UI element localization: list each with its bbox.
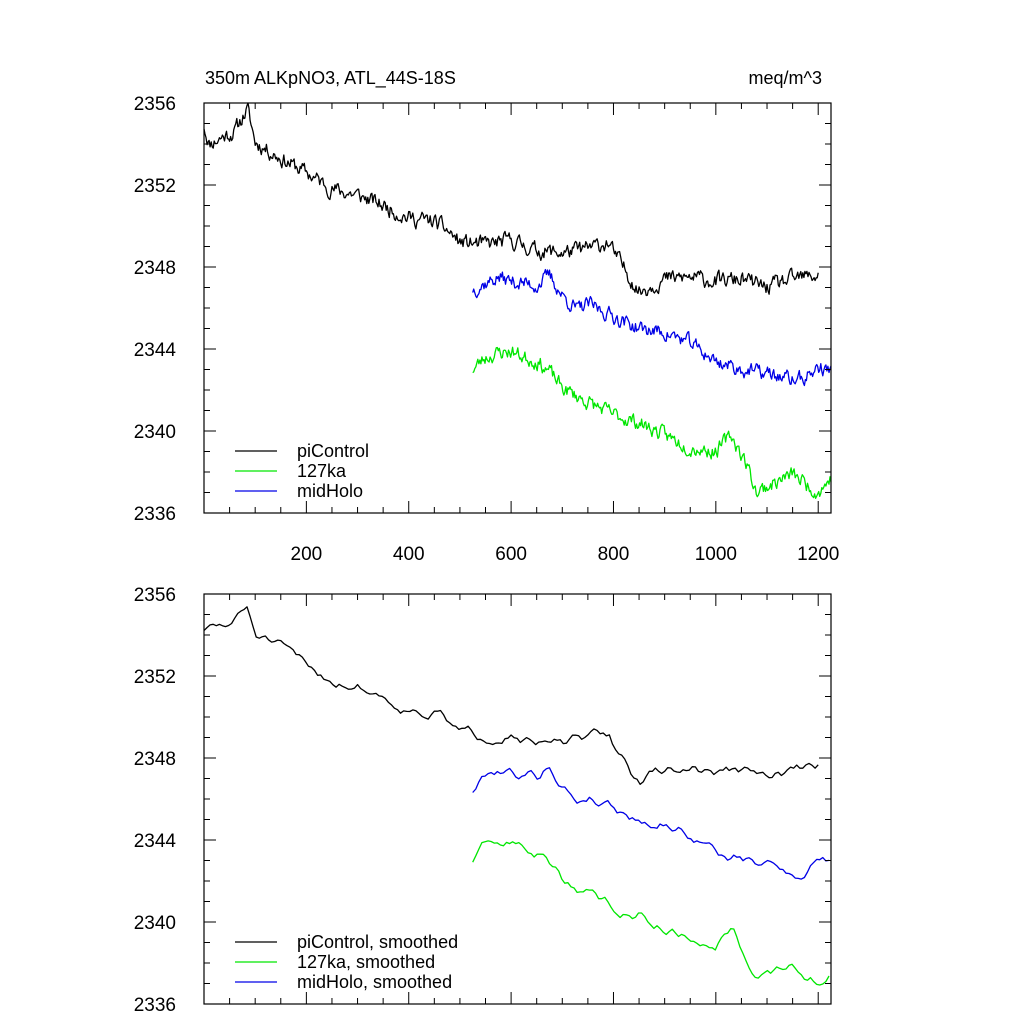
top-series-layer bbox=[203, 102, 832, 500]
bottom-series-layer bbox=[203, 606, 830, 986]
x-tick-label: 1200 bbox=[797, 544, 839, 565]
top-chart-units: meq/m^3 bbox=[749, 68, 822, 88]
bottom-chart-panel: 2336 2340 2344 2348 2352 2356 piControl, smoo… bbox=[134, 585, 832, 1016]
x-tick-label: 400 bbox=[393, 544, 425, 565]
legend-label-midholo-smoothed: midHolo, smoothed bbox=[297, 972, 452, 992]
series-line-127ka bbox=[472, 346, 832, 500]
y-tick-label: 2340 bbox=[134, 422, 176, 443]
top-chart-title: 350m ALKpNO3, ATL_44S-18S bbox=[205, 68, 456, 89]
y-tick-label: 2344 bbox=[134, 340, 177, 361]
bottom-plot-frame bbox=[203, 593, 832, 1005]
legend-label-127ka-smoothed: 127ka, smoothed bbox=[297, 952, 435, 972]
bottom-legend: piControl, smoothed 127ka, smoothed midH… bbox=[235, 932, 458, 992]
legend-label-picontrol-smoothed: piControl, smoothed bbox=[297, 932, 458, 952]
y-tick-label: 2352 bbox=[134, 667, 176, 688]
top-axis-ticks: 2336 2340 2344 2348 2352 2356 200 400 600 800 1000… bbox=[134, 94, 840, 565]
series-line-midholo bbox=[472, 268, 832, 387]
y-tick-label: 2340 bbox=[134, 913, 176, 934]
y-tick-label: 2348 bbox=[134, 258, 176, 279]
series-line-127ka-smoothed bbox=[472, 840, 830, 986]
top-chart-panel: 350m ALKpNO3, ATL_44S-18S meq/m^3 233623… bbox=[134, 68, 840, 565]
x-tick-label: 1000 bbox=[695, 544, 737, 565]
bottom-axis-ticks: 2336 2340 2344 2348 2352 2356 bbox=[134, 585, 831, 1016]
top-plot-frame bbox=[203, 102, 832, 514]
legend-label-midholo: midHolo bbox=[297, 481, 363, 501]
y-tick-label: 2344 bbox=[134, 831, 177, 852]
legend-label-127ka: 127ka bbox=[297, 461, 347, 481]
x-tick-label: 800 bbox=[598, 544, 630, 565]
series-line-picontrol-smoothed bbox=[203, 606, 819, 785]
top-legend: piControl 127ka midHolo bbox=[235, 441, 369, 501]
y-tick-label: 2356 bbox=[134, 94, 176, 115]
x-tick-label: 600 bbox=[495, 544, 527, 565]
y-tick-label: 2336 bbox=[134, 995, 176, 1016]
x-tick-label: 200 bbox=[291, 544, 323, 565]
series-line-midholo-smoothed bbox=[472, 767, 830, 880]
series-line-picontrol bbox=[203, 102, 819, 297]
y-tick-label: 2336 bbox=[134, 504, 176, 525]
legend-label-picontrol: piControl bbox=[297, 441, 369, 461]
y-tick-label: 2348 bbox=[134, 749, 176, 770]
y-tick-label: 2352 bbox=[134, 176, 176, 197]
y-tick-label: 2356 bbox=[134, 585, 176, 606]
